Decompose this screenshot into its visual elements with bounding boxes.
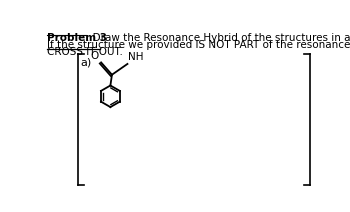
Text: a): a) bbox=[80, 58, 91, 68]
Text: NH: NH bbox=[128, 52, 144, 62]
Text: . Draw the Resonance Hybrid of the structures in a) – d).: . Draw the Resonance Hybrid of the struc… bbox=[86, 33, 350, 43]
Text: Problem 3: Problem 3 bbox=[47, 33, 107, 43]
Text: O: O bbox=[91, 51, 99, 61]
Text: CROSS IT OUT.: CROSS IT OUT. bbox=[47, 47, 123, 57]
Text: If the structure we provided IS NOT PART of the resonance hybrid (i.e., is not a: If the structure we provided IS NOT PART… bbox=[47, 40, 350, 50]
